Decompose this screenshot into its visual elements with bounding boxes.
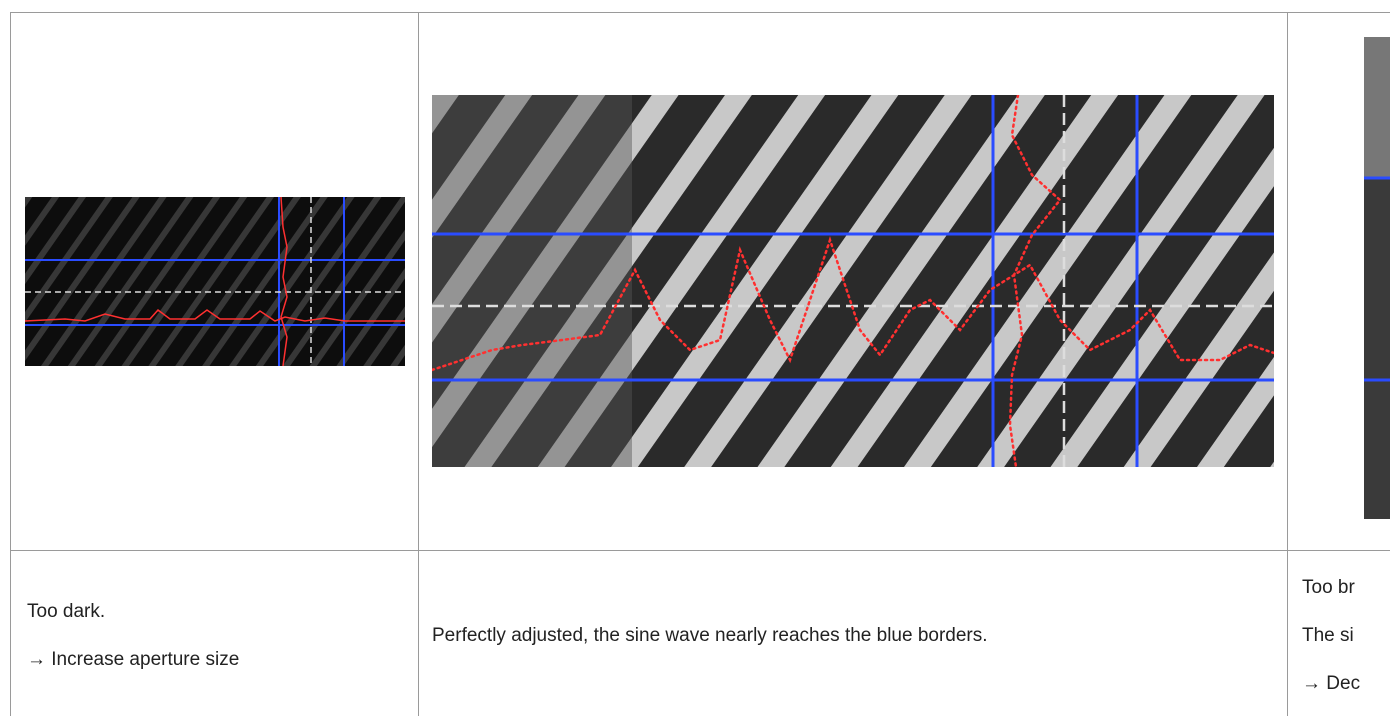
cell-text: Too dark. bbox=[27, 601, 106, 622]
cell-text: Perfectly adjusted, the sine wave nearly… bbox=[432, 625, 988, 646]
table-border bbox=[10, 12, 1390, 13]
cell-text: → Dec bbox=[1302, 673, 1361, 694]
cell-text: → Increase aperture size bbox=[27, 649, 240, 670]
cell-text: Too br bbox=[1302, 577, 1355, 598]
screenshot-adjusted bbox=[432, 95, 1274, 467]
screenshot-too-bright bbox=[1364, 37, 1390, 519]
column-border bbox=[1287, 12, 1288, 716]
column-border bbox=[418, 12, 419, 716]
screenshot-too-dark bbox=[25, 197, 405, 366]
column-border bbox=[10, 12, 11, 716]
cell-text: The si bbox=[1302, 625, 1354, 646]
row-divider bbox=[10, 550, 1390, 551]
